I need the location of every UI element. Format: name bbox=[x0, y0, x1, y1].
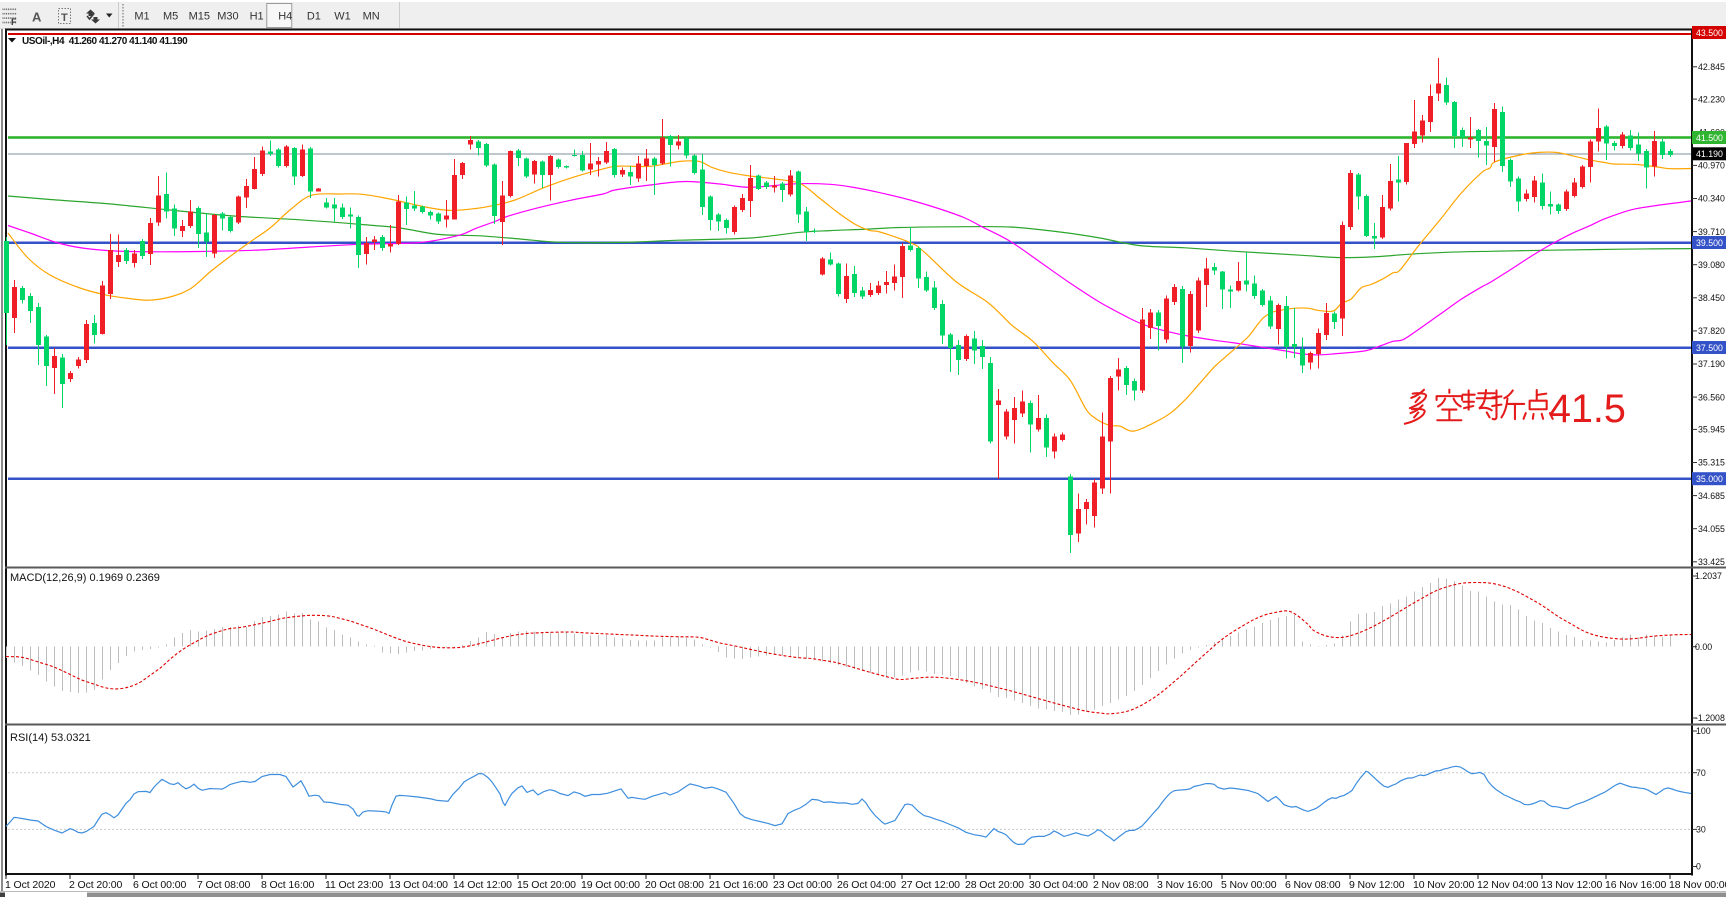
svg-text:H1: H1 bbox=[250, 11, 264, 23]
svg-text:A: A bbox=[32, 10, 42, 25]
svg-text:6 Nov 08:00: 6 Nov 08:00 bbox=[1285, 879, 1341, 891]
svg-text:40.340: 40.340 bbox=[1698, 194, 1725, 204]
svg-text:35.315: 35.315 bbox=[1698, 458, 1725, 468]
svg-text:14 Oct 12:00: 14 Oct 12:00 bbox=[453, 879, 512, 891]
svg-text:28 Oct 20:00: 28 Oct 20:00 bbox=[965, 879, 1024, 891]
svg-text:18 Nov 00:00: 18 Nov 00:00 bbox=[1669, 879, 1726, 891]
svg-text:MN: MN bbox=[363, 11, 380, 23]
svg-text:2 Oct 20:00: 2 Oct 20:00 bbox=[69, 879, 122, 891]
svg-text:1 Oct 2020: 1 Oct 2020 bbox=[5, 879, 56, 891]
svg-text:0.00: 0.00 bbox=[1695, 642, 1712, 652]
svg-text:30: 30 bbox=[1696, 825, 1706, 835]
svg-text:39.710: 39.710 bbox=[1698, 227, 1725, 237]
svg-text:41.5: 41.5 bbox=[1549, 387, 1626, 431]
svg-text:5 Nov 00:00: 5 Nov 00:00 bbox=[1221, 879, 1277, 891]
svg-text:H4: H4 bbox=[278, 11, 292, 23]
svg-text:MACD(12,26,9) 0.1969 0.2369: MACD(12,26,9) 0.1969 0.2369 bbox=[10, 572, 160, 584]
svg-text:-1.2008: -1.2008 bbox=[1695, 713, 1725, 723]
svg-text:35.000: 35.000 bbox=[1696, 474, 1723, 484]
svg-text:T: T bbox=[61, 12, 68, 24]
svg-text:39.500: 39.500 bbox=[1696, 238, 1723, 248]
svg-text:W1: W1 bbox=[334, 11, 351, 23]
svg-text:9 Nov 12:00: 9 Nov 12:00 bbox=[1349, 879, 1405, 891]
svg-text:M5: M5 bbox=[163, 11, 178, 23]
svg-text:37.500: 37.500 bbox=[1696, 343, 1723, 353]
svg-text:43.500: 43.500 bbox=[1696, 28, 1723, 38]
svg-text:6 Oct 00:00: 6 Oct 00:00 bbox=[133, 879, 186, 891]
svg-text:13 Nov 12:00: 13 Nov 12:00 bbox=[1541, 879, 1603, 891]
svg-text:13 Oct 04:00: 13 Oct 04:00 bbox=[389, 879, 448, 891]
svg-text:34.055: 34.055 bbox=[1698, 524, 1725, 534]
svg-text:34.685: 34.685 bbox=[1698, 491, 1725, 501]
svg-text:RSI(14) 53.0321: RSI(14) 53.0321 bbox=[10, 732, 91, 744]
svg-text:0: 0 bbox=[1696, 862, 1701, 872]
svg-text:100: 100 bbox=[1696, 726, 1711, 736]
svg-text:D1: D1 bbox=[307, 11, 321, 23]
svg-text:8 Oct 16:00: 8 Oct 16:00 bbox=[261, 879, 314, 891]
svg-text:USOil-,H4 41.260 41.270 41.14: USOil-,H4 41.260 41.270 41.140 41.190 bbox=[22, 36, 188, 47]
svg-text:35.945: 35.945 bbox=[1698, 425, 1725, 435]
svg-text:1.2037: 1.2037 bbox=[1695, 571, 1722, 581]
svg-text:7 Oct 08:00: 7 Oct 08:00 bbox=[197, 879, 250, 891]
svg-text:19 Oct 00:00: 19 Oct 00:00 bbox=[581, 879, 640, 891]
svg-text:M15: M15 bbox=[189, 11, 210, 23]
svg-text:33.425: 33.425 bbox=[1698, 557, 1725, 567]
svg-text:37.820: 37.820 bbox=[1698, 326, 1725, 336]
svg-text:12 Nov 04:00: 12 Nov 04:00 bbox=[1477, 879, 1539, 891]
svg-text:42.230: 42.230 bbox=[1698, 94, 1725, 104]
svg-text:3 Nov 16:00: 3 Nov 16:00 bbox=[1157, 879, 1213, 891]
svg-text:21 Oct 16:00: 21 Oct 16:00 bbox=[709, 879, 768, 891]
svg-text:41.500: 41.500 bbox=[1696, 133, 1723, 143]
svg-text:20 Oct 08:00: 20 Oct 08:00 bbox=[645, 879, 704, 891]
svg-text:2 Nov 08:00: 2 Nov 08:00 bbox=[1093, 879, 1149, 891]
svg-text:36.560: 36.560 bbox=[1698, 392, 1725, 402]
svg-text:39.080: 39.080 bbox=[1698, 260, 1725, 270]
svg-text:37.190: 37.190 bbox=[1698, 359, 1725, 369]
svg-text:10 Nov 20:00: 10 Nov 20:00 bbox=[1413, 879, 1475, 891]
svg-text:F: F bbox=[11, 17, 17, 27]
svg-text:27 Oct 12:00: 27 Oct 12:00 bbox=[901, 879, 960, 891]
svg-text:42.845: 42.845 bbox=[1698, 62, 1725, 72]
svg-text:40.970: 40.970 bbox=[1698, 161, 1725, 171]
svg-text:70: 70 bbox=[1696, 768, 1706, 778]
svg-text:16 Nov 16:00: 16 Nov 16:00 bbox=[1605, 879, 1667, 891]
svg-text:41.190: 41.190 bbox=[1696, 149, 1723, 159]
svg-text:23 Oct 00:00: 23 Oct 00:00 bbox=[773, 879, 832, 891]
svg-text:30 Oct 04:00: 30 Oct 04:00 bbox=[1029, 879, 1088, 891]
svg-text:M30: M30 bbox=[217, 11, 238, 23]
svg-text:15 Oct 20:00: 15 Oct 20:00 bbox=[517, 879, 576, 891]
svg-text:M1: M1 bbox=[134, 11, 149, 23]
svg-text:26 Oct 04:00: 26 Oct 04:00 bbox=[837, 879, 896, 891]
svg-text:38.450: 38.450 bbox=[1698, 293, 1725, 303]
svg-text:11 Oct 23:00: 11 Oct 23:00 bbox=[325, 879, 383, 891]
